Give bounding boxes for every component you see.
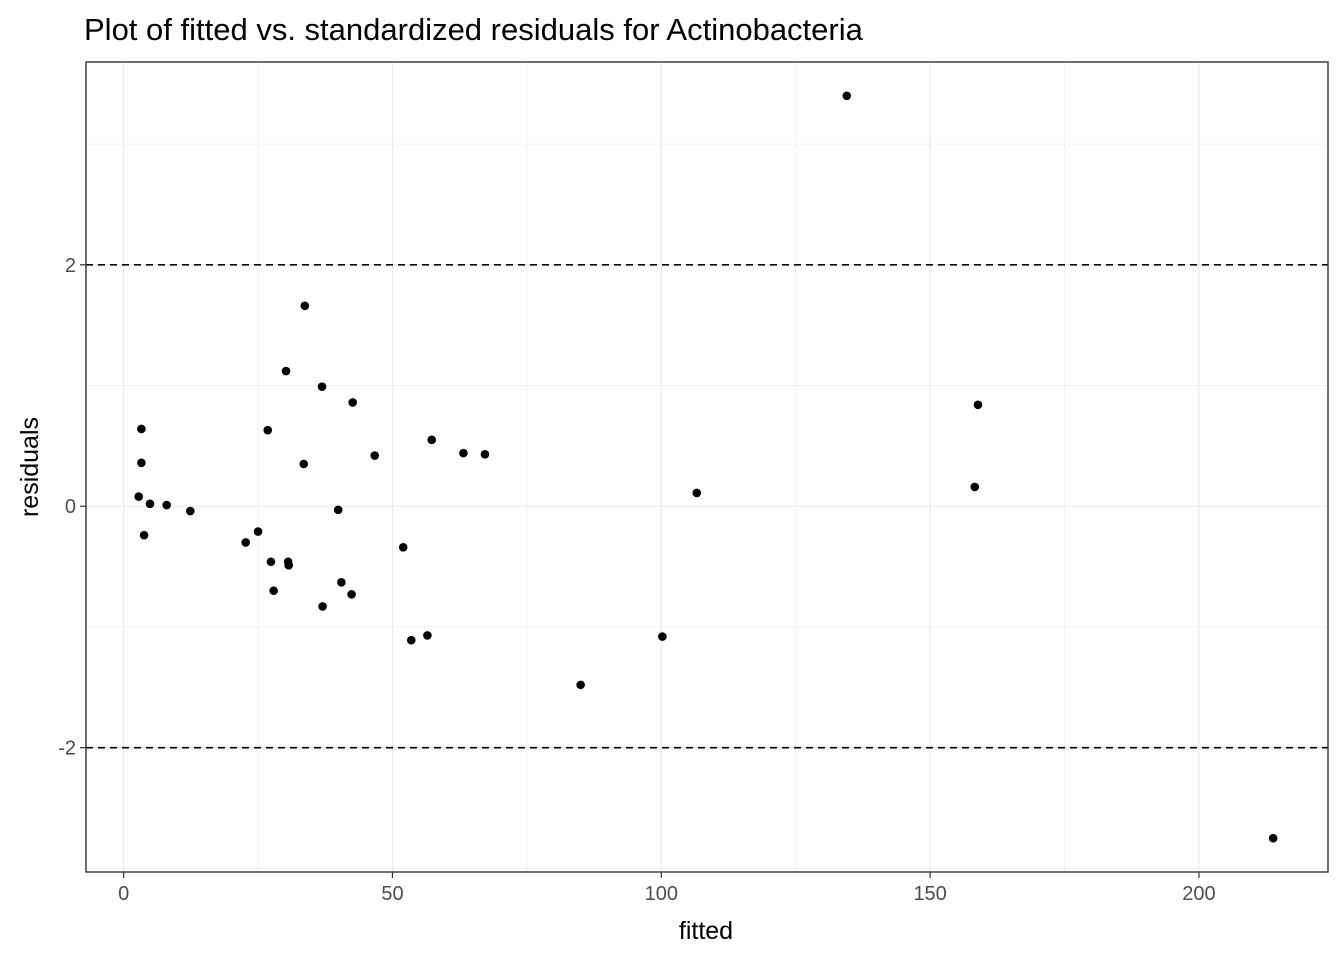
data-point bbox=[842, 91, 852, 101]
data-point bbox=[348, 398, 357, 407]
data-point bbox=[333, 505, 343, 515]
data-point bbox=[241, 538, 250, 547]
data-point bbox=[162, 500, 171, 510]
data-point bbox=[337, 577, 346, 587]
data-point bbox=[186, 506, 195, 516]
data-point bbox=[263, 425, 273, 435]
data-point bbox=[253, 527, 263, 536]
x-axis-title: fitted bbox=[679, 917, 733, 945]
data-point bbox=[347, 590, 356, 599]
data-point bbox=[480, 450, 490, 459]
data-point bbox=[692, 488, 702, 498]
data-point bbox=[300, 301, 310, 311]
x-tick-label: 100 bbox=[645, 883, 678, 905]
x-axis-ticks: 0 50 100 150 200 bbox=[118, 872, 1216, 905]
data-point bbox=[137, 458, 146, 468]
reference-lines bbox=[86, 264, 1328, 749]
data-point bbox=[318, 602, 327, 611]
data-point bbox=[266, 557, 276, 567]
chart-title: Plot of fitted vs. standardized residual… bbox=[84, 12, 864, 47]
data-point bbox=[317, 382, 327, 392]
plot-panel-border bbox=[85, 61, 1329, 873]
data-point bbox=[459, 448, 468, 458]
data-point bbox=[398, 542, 408, 552]
data-point bbox=[406, 635, 416, 645]
x-tick-label: 150 bbox=[913, 883, 946, 905]
data-point bbox=[269, 586, 278, 596]
data-point bbox=[299, 459, 309, 469]
x-tick-label: 200 bbox=[1182, 883, 1215, 905]
y-tick-label: 2 bbox=[65, 255, 76, 277]
data-point bbox=[284, 561, 293, 570]
plot-panel-background bbox=[86, 62, 1328, 872]
data-point bbox=[137, 424, 146, 434]
data-point bbox=[145, 499, 155, 509]
x-tick-label: 0 bbox=[118, 883, 129, 905]
x-tick-label: 50 bbox=[381, 883, 403, 905]
data-point bbox=[970, 482, 980, 492]
data-point bbox=[973, 400, 983, 410]
y-axis-title: residuals bbox=[16, 417, 44, 517]
data-point bbox=[423, 631, 432, 640]
data-point bbox=[1268, 833, 1278, 843]
data-points bbox=[134, 91, 1278, 843]
data-point bbox=[658, 632, 667, 641]
y-tick-label: -2 bbox=[58, 738, 76, 760]
data-point bbox=[281, 366, 291, 376]
data-point bbox=[134, 492, 143, 501]
data-point bbox=[576, 680, 585, 690]
data-point bbox=[139, 530, 149, 540]
y-axis-ticks: -2 0 2 bbox=[58, 255, 86, 760]
data-point bbox=[370, 451, 380, 460]
data-point bbox=[427, 435, 437, 445]
y-tick-label: 0 bbox=[65, 496, 76, 518]
